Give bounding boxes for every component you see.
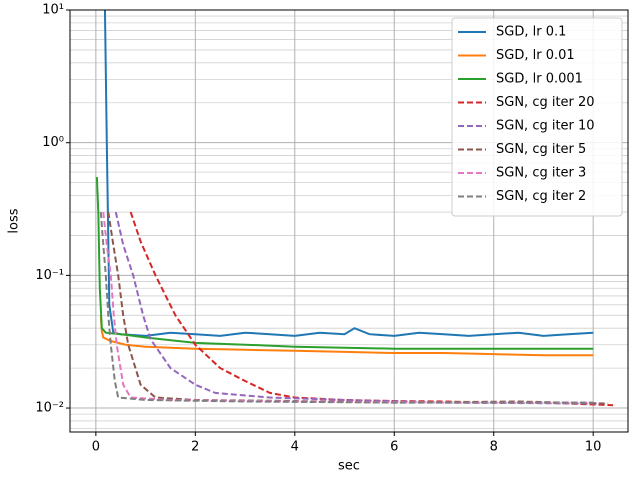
plot-area <box>95 10 614 407</box>
x-axis-label: sec <box>338 459 360 474</box>
x-tick-label: 10 <box>585 440 602 455</box>
legend-label: SGN, cg iter 2 <box>496 189 586 204</box>
series-line <box>107 211 609 405</box>
legend-label: SGD, lr 0.01 <box>496 48 575 63</box>
legend-label: SGN, cg iter 20 <box>496 95 595 110</box>
legend-box <box>451 17 623 217</box>
series-line <box>95 177 594 350</box>
series-line <box>99 315 594 357</box>
plot-frame <box>69 9 629 433</box>
legend-label: SGN, cg iter 5 <box>496 142 586 157</box>
series-line <box>114 211 604 405</box>
x-tick-label: 0 <box>92 440 100 455</box>
x-tick-label: 2 <box>191 440 199 455</box>
x-tick-label: 4 <box>291 440 299 455</box>
y-tick-label: 10⁻² <box>35 401 64 416</box>
y-tick-label: 10⁻¹ <box>35 268 64 283</box>
y-tick-label: 10¹ <box>42 3 64 18</box>
x-tick-label: 8 <box>490 440 498 455</box>
series-line <box>99 212 594 404</box>
y-axis-label: loss <box>7 208 22 233</box>
x-tick-label: 6 <box>390 440 398 455</box>
legend-label: SGN, cg iter 10 <box>496 119 595 134</box>
series-line <box>129 211 614 407</box>
legend-label: SGD, lr 0.1 <box>496 25 566 40</box>
legend-label: SGD, lr 0.001 <box>496 72 583 87</box>
y-tick-label: 10⁰ <box>42 135 64 150</box>
series-line <box>102 211 594 404</box>
legend-label: SGN, cg iter 3 <box>496 166 586 181</box>
